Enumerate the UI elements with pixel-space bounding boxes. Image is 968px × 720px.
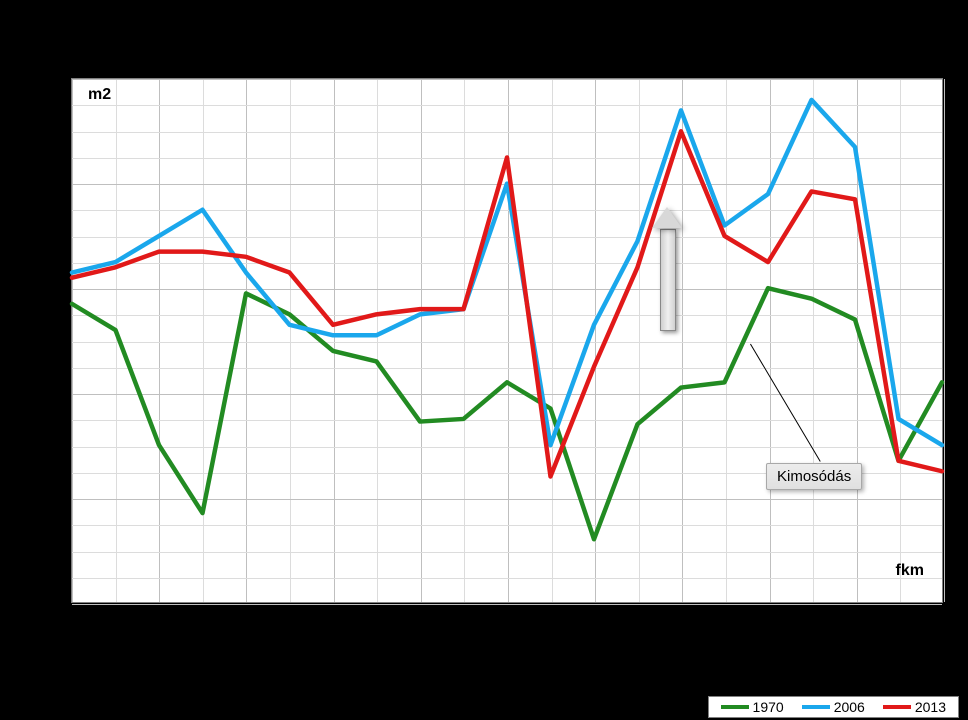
gridline-horizontal bbox=[72, 604, 942, 605]
annotation-arrow-body bbox=[660, 229, 676, 331]
annotation-arrow-head bbox=[652, 207, 682, 228]
chart-lines bbox=[72, 79, 942, 602]
legend-swatch bbox=[721, 705, 749, 709]
x-axis-label: fkm bbox=[896, 562, 924, 580]
legend-label: 2006 bbox=[834, 699, 865, 715]
legend-swatch bbox=[883, 705, 911, 709]
legend-label: 2013 bbox=[915, 699, 946, 715]
y-axis-label: m2 bbox=[88, 86, 111, 104]
legend-swatch bbox=[802, 705, 830, 709]
legend-item-2006: 2006 bbox=[802, 699, 865, 715]
legend-label: 1970 bbox=[753, 699, 784, 715]
series-line-2006 bbox=[72, 100, 942, 445]
series-line-1970 bbox=[72, 288, 942, 539]
chart-container: Kimosódás m2 fkm 1970 2006 2013 bbox=[0, 0, 968, 720]
gridline-vertical bbox=[944, 79, 945, 602]
legend: 1970 2006 2013 bbox=[708, 696, 959, 718]
legend-item-2013: 2013 bbox=[883, 699, 946, 715]
annotation-pointer-line bbox=[750, 344, 820, 462]
annotation-label: Kimosódás bbox=[766, 463, 862, 490]
legend-item-1970: 1970 bbox=[721, 699, 784, 715]
plot-area: Kimosódás bbox=[71, 78, 943, 603]
